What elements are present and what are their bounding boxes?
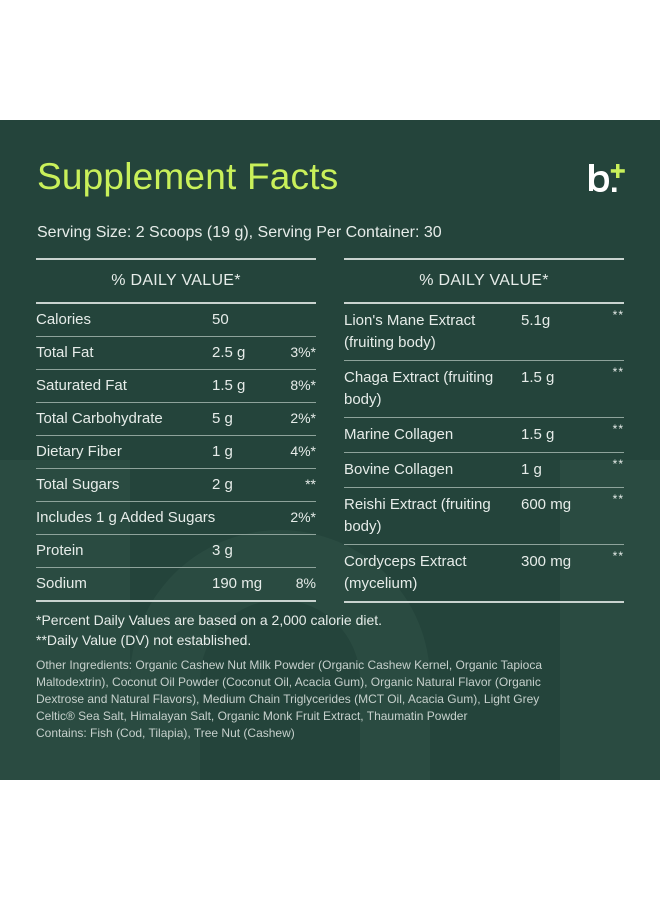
table-row: Reishi Extract (fruiting body) 600 mg ** xyxy=(344,488,624,545)
ingredient-dv: ** xyxy=(612,365,624,379)
ingredient-name: Lion's Mane Extract (fruiting body) xyxy=(344,312,476,351)
nutrient-dv: 2%* xyxy=(290,410,316,426)
ingredient-dv: ** xyxy=(612,308,624,322)
nutrient-name: Dietary Fiber xyxy=(36,443,122,460)
nutrient-amount: 190 mg xyxy=(212,575,263,592)
ingredients-line: Other Ingredients: Organic Cashew Nut Mi… xyxy=(36,658,543,672)
table-top-rule xyxy=(36,258,316,260)
ingredient-dv: ** xyxy=(612,457,624,471)
nutrient-amount: 2.5 g xyxy=(212,344,246,361)
table-row: Lion's Mane Extract (fruiting body) 5.1g *… xyxy=(344,304,624,361)
ingredient-name: Chaga Extract (fruiting body) xyxy=(344,369,494,408)
ingredients-line: Celtic® Sea Salt, Himalayan Salt, Organi… xyxy=(36,709,468,723)
nutrient-name: Includes 1 g Added Sugars xyxy=(36,509,216,526)
nutrient-amount: 3 g xyxy=(212,542,233,559)
ingredient-name: Bovine Collagen xyxy=(344,461,454,478)
nutrient-amount: 2 g xyxy=(212,476,233,493)
table-row: Chaga Extract (fruiting body) 1.5 g ** xyxy=(344,361,624,418)
table-row: Total Carbohydrate 5 g 2%* xyxy=(36,403,316,436)
nutrient-dv: ** xyxy=(305,476,316,492)
ingredient-amount: 300 mg xyxy=(521,553,572,570)
nutrient-dv: 3%* xyxy=(290,344,316,360)
nutrient-dv: 4%* xyxy=(290,443,316,459)
table-row: Bovine Collagen 1 g ** xyxy=(344,453,624,488)
nutrient-name: Calories xyxy=(36,311,92,328)
ingredient-dv: ** xyxy=(612,492,624,506)
ingredient-name: Reishi Extract (fruiting body) xyxy=(344,496,491,535)
ingredient-amount: 1.5 g xyxy=(521,369,555,386)
ingredient-amount: 600 mg xyxy=(521,496,572,513)
nutrient-amount: 1.5 g xyxy=(212,377,246,394)
footnote-daily-value: *Percent Daily Values are based on a 2,0… xyxy=(36,612,383,628)
table-header: % DAILY VALUE* xyxy=(36,260,316,304)
table-row: Calories 50 xyxy=(36,304,316,337)
nutrient-dv: 2%* xyxy=(290,509,316,525)
ingredient-amount: 5.1g xyxy=(521,312,551,329)
other-ingredients: Other Ingredients: Organic Cashew Nut Mi… xyxy=(36,657,626,742)
nutrient-name: Sodium xyxy=(36,575,87,592)
table-row: Includes 1 g Added Sugars 2%* xyxy=(36,502,316,535)
allergen-statement: Contains: Fish (Cod, Tilapia), Tree Nut … xyxy=(36,726,295,740)
supplement-facts-panel: Supplement Facts Serving Size: 2 Scoops … xyxy=(0,120,660,780)
nutrient-name: Total Sugars xyxy=(36,476,120,493)
nutrient-name: Total Carbohydrate xyxy=(36,410,163,427)
nutrient-dv: 8%* xyxy=(290,377,316,393)
nutrient-name: Saturated Fat xyxy=(36,377,127,394)
nutrition-table: % DAILY VALUE* Calories 50 Total Fat 2.5 g… xyxy=(36,258,316,602)
nutrient-amount: 1 g xyxy=(212,443,233,460)
table-row: Dietary Fiber 1 g 4%* xyxy=(36,436,316,469)
ingredient-dv: ** xyxy=(612,549,624,563)
nutrient-name: Total Fat xyxy=(36,344,94,361)
active-ingredients-table: % DAILY VALUE* Lion's Mane Extract (frui… xyxy=(344,258,624,603)
footnote-dv-not-established: **Daily Value (DV) not established. xyxy=(36,632,252,648)
ingredient-name: Cordyceps Extract (mycelium) xyxy=(344,553,467,592)
page-title: Supplement Facts xyxy=(37,156,339,197)
table-row: Saturated Fat 1.5 g 8%* xyxy=(36,370,316,403)
table-row: Cordyceps Extract (mycelium) 300 mg ** xyxy=(344,545,624,603)
table-row: Marine Collagen 1.5 g ** xyxy=(344,418,624,453)
table-header: % DAILY VALUE* xyxy=(344,260,624,304)
nutrient-dv: 8% xyxy=(295,575,316,591)
table-top-rule xyxy=(344,258,624,260)
table-row: Sodium 190 mg 8% xyxy=(36,568,316,602)
nutrient-name: Protein xyxy=(36,542,84,559)
nutrient-amount: 50 xyxy=(212,311,229,328)
ingredients-line: Dextrose and Natural Flavors), Medium Ch… xyxy=(36,692,540,706)
ingredient-amount: 1.5 g xyxy=(521,426,555,443)
ingredient-amount: 1 g xyxy=(521,461,542,478)
serving-size: Serving Size: 2 Scoops (19 g), Serving P… xyxy=(37,224,442,241)
table-row: Total Fat 2.5 g 3%* xyxy=(36,337,316,370)
brand-logo xyxy=(589,164,625,192)
nutrient-amount: 5 g xyxy=(212,410,233,427)
table-row: Total Sugars 2 g ** xyxy=(36,469,316,502)
ingredients-line: Maltodextrin), Coconut Oil Powder (Cocon… xyxy=(36,675,541,689)
ingredient-name: Marine Collagen xyxy=(344,426,454,443)
table-row: Protein 3 g xyxy=(36,535,316,568)
footnotes: *Percent Daily Values are based on a 2,0… xyxy=(36,610,382,650)
ingredient-dv: ** xyxy=(612,422,624,436)
